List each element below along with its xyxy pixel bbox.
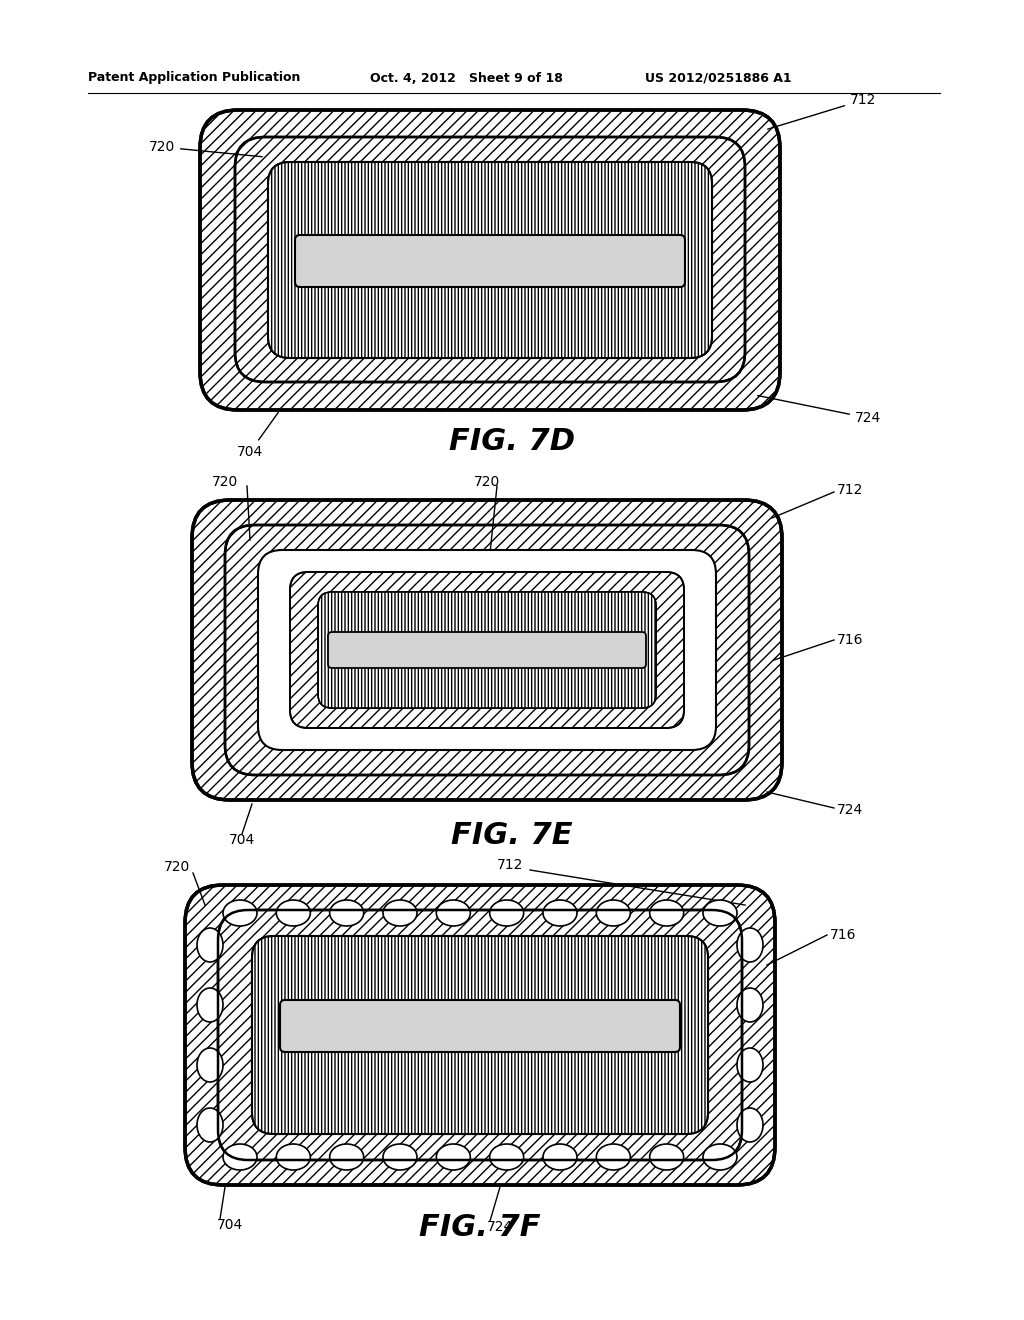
Text: 704: 704 — [229, 833, 255, 847]
Ellipse shape — [703, 900, 737, 927]
Text: 724: 724 — [758, 396, 882, 425]
Ellipse shape — [436, 1144, 470, 1170]
Ellipse shape — [330, 900, 364, 927]
Text: 716: 716 — [837, 634, 863, 647]
FancyBboxPatch shape — [225, 525, 749, 775]
Text: 704: 704 — [217, 1218, 243, 1232]
Ellipse shape — [489, 1144, 523, 1170]
Ellipse shape — [737, 1048, 763, 1082]
Text: 724: 724 — [837, 803, 863, 817]
Ellipse shape — [737, 1107, 763, 1142]
FancyBboxPatch shape — [252, 936, 708, 1134]
Ellipse shape — [436, 900, 470, 927]
Ellipse shape — [276, 1144, 310, 1170]
Ellipse shape — [197, 1048, 223, 1082]
Ellipse shape — [223, 1144, 257, 1170]
Ellipse shape — [703, 1144, 737, 1170]
Text: 724: 724 — [486, 1220, 513, 1234]
Ellipse shape — [197, 928, 223, 962]
Ellipse shape — [330, 1144, 364, 1170]
Ellipse shape — [276, 900, 310, 927]
FancyBboxPatch shape — [328, 632, 646, 668]
FancyBboxPatch shape — [268, 162, 712, 358]
FancyBboxPatch shape — [280, 1001, 680, 1052]
FancyBboxPatch shape — [218, 909, 742, 1160]
Text: 712: 712 — [497, 858, 523, 873]
Text: 716: 716 — [830, 928, 856, 942]
FancyBboxPatch shape — [200, 110, 780, 411]
Ellipse shape — [596, 1144, 631, 1170]
Ellipse shape — [383, 1144, 417, 1170]
FancyBboxPatch shape — [318, 591, 656, 708]
FancyBboxPatch shape — [258, 550, 716, 750]
FancyBboxPatch shape — [185, 884, 775, 1185]
Ellipse shape — [737, 987, 763, 1022]
Ellipse shape — [543, 900, 577, 927]
Text: FIG. 7E: FIG. 7E — [452, 821, 572, 850]
Ellipse shape — [197, 987, 223, 1022]
Text: 712: 712 — [837, 483, 863, 498]
Ellipse shape — [489, 900, 523, 927]
Text: 704: 704 — [237, 412, 279, 459]
FancyBboxPatch shape — [295, 235, 685, 286]
Text: 720: 720 — [212, 475, 239, 488]
Text: Oct. 4, 2012   Sheet 9 of 18: Oct. 4, 2012 Sheet 9 of 18 — [370, 71, 563, 84]
Ellipse shape — [197, 1107, 223, 1142]
Text: 712: 712 — [768, 92, 877, 129]
FancyBboxPatch shape — [234, 137, 745, 381]
Text: FIG. 7D: FIG. 7D — [449, 428, 575, 457]
Text: 720: 720 — [474, 475, 500, 488]
Text: 720: 720 — [164, 861, 190, 874]
Text: US 2012/0251886 A1: US 2012/0251886 A1 — [645, 71, 792, 84]
Text: Patent Application Publication: Patent Application Publication — [88, 71, 300, 84]
Ellipse shape — [596, 900, 631, 927]
FancyBboxPatch shape — [318, 591, 656, 708]
FancyBboxPatch shape — [290, 572, 684, 729]
FancyBboxPatch shape — [252, 936, 708, 1134]
Text: 720: 720 — [148, 140, 262, 157]
Text: FIG. 7F: FIG. 7F — [419, 1213, 541, 1242]
Ellipse shape — [649, 900, 684, 927]
Ellipse shape — [737, 928, 763, 962]
Ellipse shape — [383, 900, 417, 927]
FancyBboxPatch shape — [268, 162, 712, 358]
Ellipse shape — [223, 900, 257, 927]
FancyBboxPatch shape — [193, 500, 782, 800]
Ellipse shape — [543, 1144, 577, 1170]
Ellipse shape — [649, 1144, 684, 1170]
